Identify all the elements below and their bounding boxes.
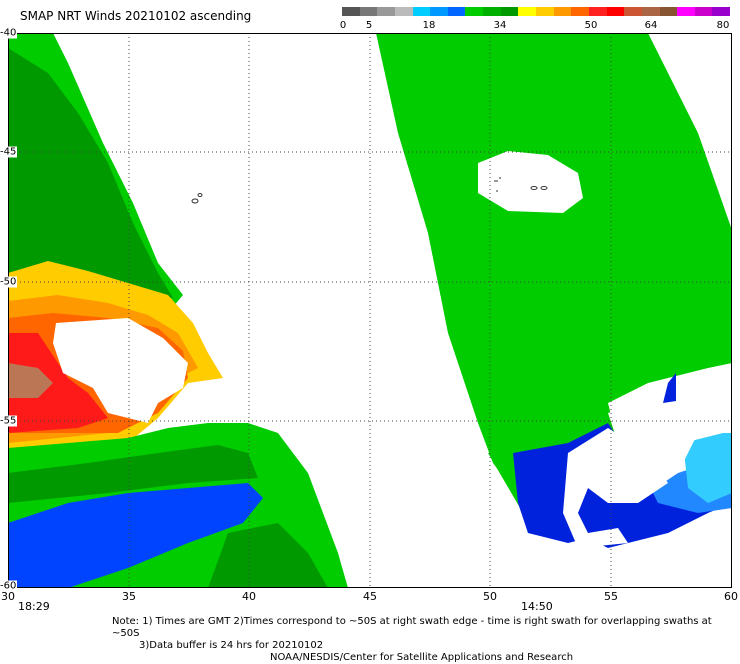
colorbar-swatch <box>606 7 625 16</box>
left-swath <box>8 33 348 588</box>
colorbar-swatch <box>712 7 731 16</box>
x-tick-label: 50 <box>483 590 497 603</box>
colorbar-swatch <box>659 7 678 16</box>
colorbar-swatch <box>465 7 484 16</box>
x-tick-label: 55 <box>604 590 618 603</box>
wind-map <box>8 33 732 588</box>
colorbar-swatch <box>377 7 395 16</box>
colorbar-label: 50 <box>584 20 598 31</box>
colorbar-labels: 0 5 18 34 50 64 80 <box>0 20 740 34</box>
colorbar-swatch <box>359 7 378 16</box>
left-swath-darkgreen-band <box>8 445 258 503</box>
right-swath <box>376 33 732 548</box>
left-swath-blue <box>8 483 263 588</box>
right-swath-hole-center <box>478 151 583 213</box>
x-tick-label: 40 <box>242 590 256 603</box>
colorbar-swatch <box>571 7 589 16</box>
colorbar-label: 80 <box>716 20 730 31</box>
y-tick-label: -60 <box>0 580 18 592</box>
y-tick-label: -40 <box>0 27 18 39</box>
colorbar-swatch <box>694 7 713 16</box>
wind-map-canvas <box>8 33 732 588</box>
colorbar-swatch <box>500 7 519 16</box>
grid <box>8 33 732 588</box>
note-line-2: 3)Data buffer is 24 hrs for 20210102 <box>139 640 324 651</box>
left-swath-hole <box>53 318 188 423</box>
y-tick-label: -50 <box>0 276 18 288</box>
colorbar-swatch <box>483 7 501 16</box>
colorbar-label: 34 <box>493 20 507 31</box>
right-swath-hole-east <box>608 363 732 493</box>
colorbar-label: 5 <box>365 20 373 31</box>
left-swath-red <box>8 333 108 433</box>
footer-note: Note: 1) Times are GMT 2)Times correspon… <box>112 616 740 664</box>
colorbar-swatch <box>588 7 607 16</box>
colorbar-swatch <box>342 7 360 16</box>
colorbar-label: 0 <box>339 20 347 31</box>
map-title: SMAP NRT Winds 20210102 ascending <box>20 9 252 23</box>
x-tick-label: 35 <box>122 590 136 603</box>
swath-time-right: 14:50 <box>521 600 553 613</box>
note-line-1: Note: 1) Times are GMT 2)Times correspon… <box>112 616 712 639</box>
colorbar <box>342 7 731 16</box>
credit-line: NOAA/NESDIS/Center for Satellite Applica… <box>270 652 574 663</box>
colorbar-swatch <box>624 7 642 16</box>
colorbar-swatch <box>412 7 431 16</box>
colorbar-swatch <box>641 7 660 16</box>
left-swath-darkgreen <box>8 48 173 298</box>
colorbar-label: 64 <box>644 20 658 31</box>
colorbar-swatch <box>447 7 466 16</box>
right-swath-green <box>376 33 732 483</box>
x-tick-label: 30 <box>1 590 15 603</box>
left-swath-brown <box>8 363 53 398</box>
right-swath-edge-strip <box>663 373 676 403</box>
right-swath-cyan <box>683 433 732 503</box>
colorbar-swatch <box>518 7 537 16</box>
islands <box>191 177 548 204</box>
colorbar-swatch <box>553 7 572 16</box>
y-tick-label: -45 <box>0 146 18 158</box>
colorbar-swatch <box>430 7 448 16</box>
left-swath-darkgreen-edge <box>208 523 328 588</box>
x-tick-label: 60 <box>724 590 738 603</box>
y-tick-label: -55 <box>0 415 18 427</box>
colorbar-swatch <box>677 7 695 16</box>
colorbar-swatch <box>394 7 413 16</box>
swath-time-left: 18:29 <box>18 600 50 613</box>
colorbar-swatch <box>536 7 554 16</box>
x-tick-label: 45 <box>363 590 377 603</box>
colorbar-label: 18 <box>422 20 436 31</box>
